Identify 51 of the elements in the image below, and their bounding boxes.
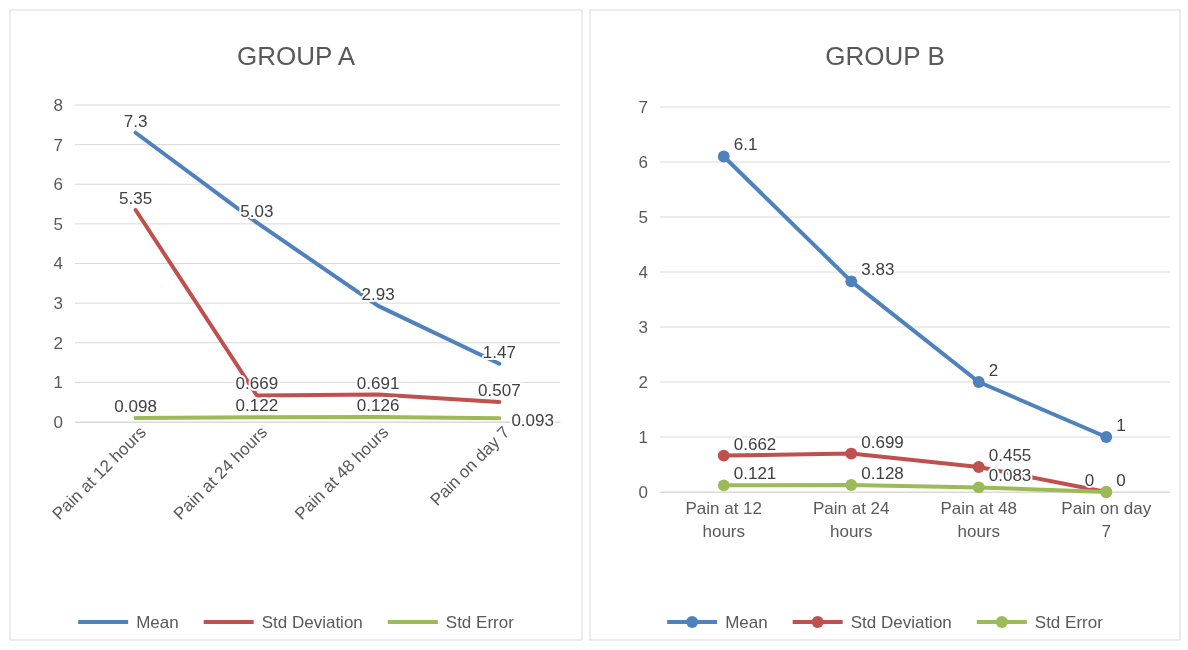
y-tick-label: 3: [53, 294, 63, 314]
y-tick-label: 6: [638, 152, 648, 172]
data-label: 0.093: [511, 411, 554, 431]
y-tick-label: 1: [638, 427, 648, 447]
x-tick-label: Pain at 24 hours: [812, 499, 890, 542]
data-label: 0.121: [733, 464, 777, 484]
data-label: 0.122: [235, 396, 279, 416]
y-tick-label: 0: [53, 412, 63, 432]
legend-label: Mean: [725, 612, 768, 632]
chart-title: GROUP A: [236, 41, 356, 71]
data-label: 7.3: [123, 111, 148, 131]
data-label: 0: [1084, 470, 1095, 490]
y-tick-label: 5: [638, 207, 648, 227]
legend-label: Mean: [136, 612, 179, 632]
y-tick-label: 8: [53, 95, 63, 115]
data-label: 0.098: [114, 397, 157, 417]
legend-label: Std Error: [1034, 612, 1104, 632]
legend-label: Std Error: [445, 612, 515, 632]
data-label: 0.699: [861, 432, 904, 452]
data-label: 0.126: [356, 395, 400, 415]
y-tick-label: 3: [638, 317, 648, 337]
data-label: 0.662: [733, 434, 777, 454]
data-label: 0.455: [988, 445, 1032, 465]
x-tick-label: Pain at 12 hours: [685, 499, 763, 542]
data-label: 0: [1116, 470, 1126, 490]
y-tick-label: 6: [53, 175, 63, 195]
y-tick-label: 2: [638, 372, 648, 392]
data-label: 2: [988, 360, 999, 380]
x-tick-label: Pain on day 7: [1061, 499, 1152, 542]
data-label: 2.93: [361, 284, 395, 304]
y-tick-label: 7: [53, 135, 63, 155]
data-label: 6.1: [733, 135, 758, 155]
data-label: 0.507: [478, 380, 521, 400]
legend-label: Std Deviation: [261, 612, 363, 632]
chart-title: GROUP B: [825, 41, 945, 71]
data-label: 1: [1116, 415, 1126, 435]
y-tick-label: 5: [53, 214, 63, 234]
data-label: 5.03: [240, 201, 274, 221]
data-label: 5.35: [119, 188, 153, 208]
x-tick-label: Pain at 48 hours: [940, 499, 1018, 542]
y-tick-label: 0: [638, 482, 648, 502]
y-tick-label: 2: [53, 333, 63, 353]
y-tick-label: 4: [638, 262, 648, 282]
data-label: 0.128: [861, 463, 904, 483]
y-tick-label: 4: [53, 254, 63, 274]
y-tick-label: 7: [638, 97, 648, 117]
data-label: 1.47: [482, 342, 516, 362]
data-label: 3.83: [861, 260, 895, 280]
y-tick-label: 1: [53, 373, 63, 393]
data-label: 0.691: [356, 373, 400, 393]
legend-label: Std Deviation: [850, 612, 952, 632]
